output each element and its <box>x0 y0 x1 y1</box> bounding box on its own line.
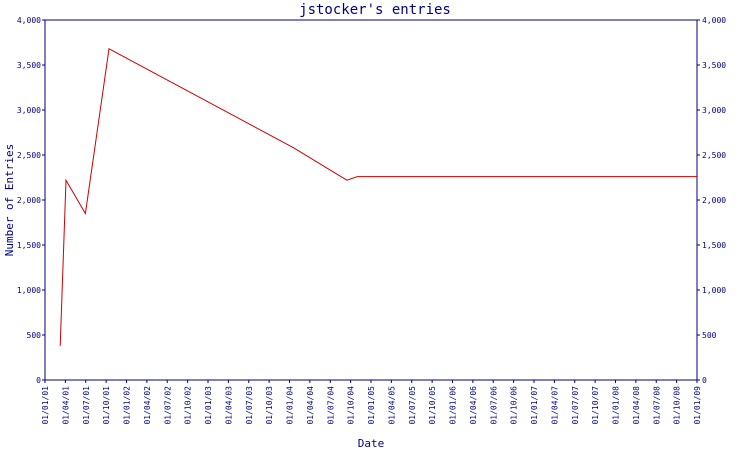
y-tick-label-left: 3,500 <box>17 61 41 70</box>
x-tick-label: 01/10/01 <box>102 386 111 425</box>
y-tick-label-right: 4,000 <box>702 16 726 25</box>
x-tick-label: 01/01/07 <box>530 386 539 425</box>
y-tick-label-left: 0 <box>36 376 41 385</box>
x-tick-label: 01/07/03 <box>245 386 254 425</box>
x-tick-label: 01/10/03 <box>265 386 274 425</box>
y-axis-left: 0 500 1,000 1,500 2,000 2,500 3,000 3,500 4,000 <box>17 16 45 385</box>
y-tick-label-right: 3,000 <box>702 106 726 115</box>
x-tick-label: 01/04/05 <box>387 386 396 425</box>
series-line <box>59 48 697 346</box>
y-axis-right: 0 500 1,000 1,500 2,000 2,500 3,000 3,500 4,000 <box>697 16 726 385</box>
x-tick-label: 01/10/05 <box>428 386 437 425</box>
y-tick-label-left: 2,000 <box>17 196 41 205</box>
x-tick-label: 01/01/02 <box>123 386 132 425</box>
y-tick-label-right: 3,500 <box>702 61 726 70</box>
x-tick-label: 01/07/07 <box>571 386 580 425</box>
chart-title: jstocker's entries <box>299 2 451 18</box>
y-tick-label-left: 1,500 <box>17 241 41 250</box>
x-tick-label: 01/01/04 <box>286 386 295 425</box>
y-tick-label-right: 1,500 <box>702 241 726 250</box>
x-tick-label: 01/10/02 <box>184 386 193 425</box>
x-tick-label: 01/07/02 <box>163 386 172 425</box>
x-tick-label: 01/07/08 <box>652 386 661 425</box>
x-tick-label: 01/01/01 <box>41 386 50 425</box>
x-tick-label: 01/04/07 <box>550 386 559 425</box>
x-tick-label: 01/10/04 <box>347 386 356 425</box>
x-tick-label: 01/10/06 <box>510 386 519 425</box>
x-tick-label: 01/04/04 <box>306 386 315 425</box>
x-tick-label: 01/01/09 <box>693 386 702 425</box>
y-tick-label-right: 500 <box>702 331 717 340</box>
x-axis-label: Date <box>358 437 385 450</box>
x-tick-label: 01/04/03 <box>224 386 233 425</box>
x-tick-label: 01/01/06 <box>449 386 458 425</box>
x-tick-label: 01/01/05 <box>367 386 376 425</box>
y-tick-label-left: 4,000 <box>17 16 41 25</box>
y-tick-label-right: 2,000 <box>702 196 726 205</box>
y-tick-label-right: 0 <box>702 376 707 385</box>
plot-frame <box>44 19 698 381</box>
x-axis: 01/01/01 01/04/01 01/07/01 01/10/01 01/01/02… <box>41 380 702 425</box>
x-tick-label: 01/07/05 <box>408 386 417 425</box>
y-tick-label-left: 1,000 <box>17 286 41 295</box>
x-tick-label: 01/01/08 <box>612 386 621 425</box>
y-tick-label-right: 2,500 <box>702 151 726 160</box>
x-tick-label: 01/04/01 <box>61 386 70 425</box>
x-tick-label: 01/07/01 <box>82 386 91 425</box>
y-tick-label-left: 3,000 <box>17 106 41 115</box>
x-tick-label: 01/04/06 <box>469 386 478 425</box>
x-tick-label: 01/01/03 <box>204 386 213 425</box>
x-tick-label: 01/04/08 <box>632 386 641 425</box>
y-tick-label-left: 500 <box>27 331 42 340</box>
x-tick-label: 01/10/08 <box>673 386 682 425</box>
x-tick-label: 01/07/06 <box>489 386 498 425</box>
y-tick-label-right: 1,000 <box>702 286 726 295</box>
x-tick-label: 01/07/04 <box>326 386 335 425</box>
series-group <box>59 48 697 346</box>
x-tick-label: 01/10/07 <box>591 386 600 425</box>
y-axis-label: Number of Entries <box>3 144 16 257</box>
x-tick-label: 01/04/02 <box>143 386 152 425</box>
y-tick-label-left: 2,500 <box>17 151 41 160</box>
